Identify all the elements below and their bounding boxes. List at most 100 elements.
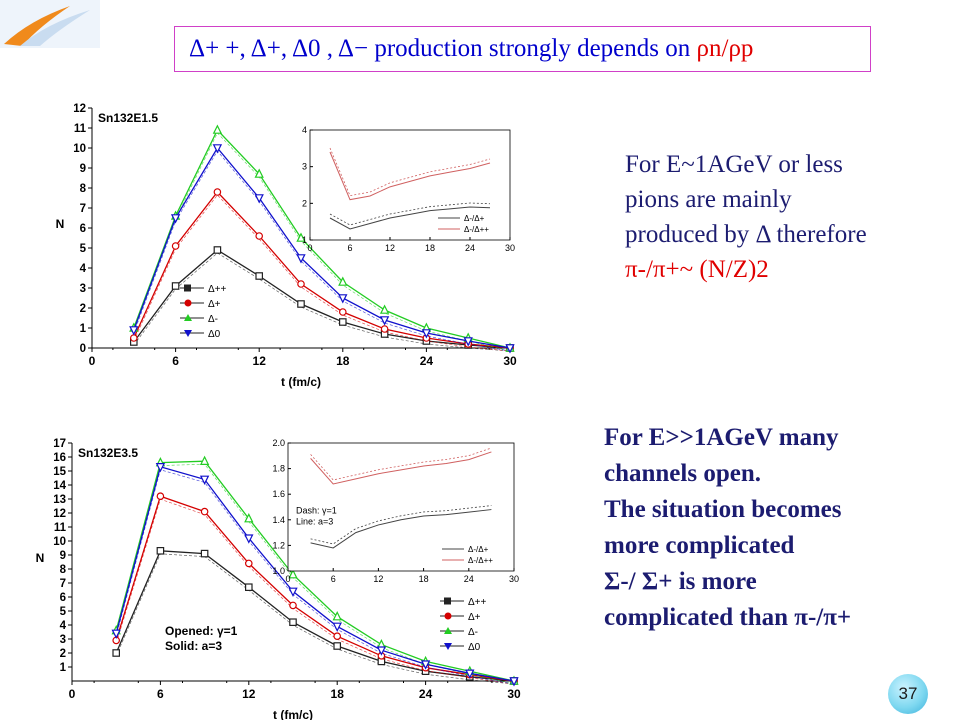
- x-tick-label: 24: [420, 354, 434, 368]
- explanation-low-energy: For E~1AGeV or less pions are mainly pro…: [625, 147, 955, 287]
- x-tick-label: 12: [242, 687, 256, 701]
- inset-annotation: Dash: γ=1: [296, 505, 337, 515]
- y-tick-label: 2: [80, 303, 86, 315]
- data-point: [289, 618, 297, 627]
- legend-marker: [184, 284, 191, 292]
- data-point: [333, 642, 342, 650]
- inset-y-tick-label: 4: [302, 125, 307, 135]
- data-point: [288, 569, 298, 579]
- panel-label: Sn132E1.5: [98, 111, 158, 125]
- inset-x-tick-label: 18: [419, 574, 429, 584]
- inset-legend-label: Δ-/Δ+: [468, 545, 489, 554]
- data-point: [170, 214, 181, 224]
- legend: Δ++ Δ+ Δ- Δ0: [180, 284, 227, 340]
- x-tick-label: 18: [331, 687, 345, 701]
- data-point: [332, 611, 342, 621]
- data-point: [213, 188, 222, 196]
- x-tick-label: 30: [503, 354, 517, 368]
- y-tick-label: 5: [80, 243, 87, 255]
- legend-marker: [184, 314, 192, 321]
- para2-line-2: channels open.: [604, 460, 761, 487]
- x-tick-label: 18: [336, 354, 350, 368]
- data-point: [199, 455, 210, 466]
- legend-label: Δ++: [208, 284, 227, 295]
- y-tick-label: 12: [53, 508, 66, 520]
- x-tick-label: 24: [419, 687, 433, 701]
- data-point: [199, 475, 210, 485]
- data-point: [156, 547, 165, 555]
- data-point: [212, 124, 223, 134]
- y-tick-label: 2: [60, 648, 66, 660]
- data-point: [509, 677, 519, 687]
- inset-frame: [309, 129, 511, 241]
- inset-x-tick-label: 12: [385, 243, 395, 253]
- y-tick-label: 12: [73, 103, 86, 115]
- data-point: [339, 318, 347, 326]
- data-point: [244, 513, 254, 523]
- data-point: [254, 194, 264, 204]
- series-line: [133, 249, 511, 349]
- y-tick-label: 0: [80, 343, 86, 355]
- inset-x-tick-label: 12: [373, 574, 383, 584]
- data-point: [380, 325, 389, 333]
- pion-ratio-formula: π-/π+~ (N/Z)2: [625, 256, 769, 283]
- data-point: [200, 549, 209, 558]
- legend-marker: [444, 627, 452, 634]
- inset-series-dash: [310, 447, 492, 481]
- title-ratio-denominator: ρp: [728, 35, 754, 62]
- data-point: [379, 316, 390, 326]
- title-ratio-numerator: ρn: [696, 35, 722, 62]
- data-point: [333, 632, 342, 641]
- data-point: [297, 300, 305, 308]
- institution-logo: [0, 0, 100, 48]
- data-point: [421, 329, 432, 339]
- data-point: [288, 587, 298, 597]
- data-point: [255, 272, 264, 280]
- inset-legend-label: Δ-/Δ+: [464, 214, 485, 223]
- y-tick-label: 6: [60, 592, 66, 604]
- para1-line-3: produced by Δ therefore: [625, 221, 867, 248]
- legend-label: Δ+: [468, 612, 481, 623]
- y-axis-label: N: [36, 551, 45, 565]
- legend-label: Δ-: [208, 314, 218, 325]
- data-point: [171, 242, 180, 250]
- panel-annotation: Solid: a=3: [165, 639, 222, 653]
- series-dash-line: [115, 498, 515, 685]
- panel-annotation: Opened: γ=1: [165, 624, 238, 638]
- x-tick-label: 30: [507, 687, 521, 701]
- y-axis-label: N: [56, 217, 65, 231]
- data-point: [111, 629, 121, 639]
- inset-x-tick-label: 30: [505, 243, 515, 253]
- inset-x-tick-label: 0: [285, 574, 290, 584]
- inset-y-tick-label: 1.8: [272, 464, 285, 474]
- inset-y-tick-label: 2: [302, 198, 307, 208]
- legend-label: Δ0: [208, 329, 221, 340]
- inset-legend-label: Δ-/Δ++: [464, 225, 489, 234]
- data-point: [155, 462, 166, 473]
- para2-line-4: more complicated: [604, 532, 795, 559]
- data-point: [245, 583, 253, 592]
- data-point: [296, 232, 306, 242]
- para2-line-3: The situation becomes: [604, 496, 842, 523]
- inset-series-dash: [329, 147, 491, 197]
- series-dash-line: [133, 252, 511, 352]
- y-tick-label: 14: [53, 480, 66, 492]
- inset-y-tick-label: 1.0: [272, 566, 285, 576]
- series-dash-line: [115, 469, 515, 685]
- data-point: [338, 276, 348, 286]
- y-tick-label: 11: [74, 123, 87, 135]
- inset-y-tick-label: 1.4: [272, 515, 285, 525]
- data-point: [463, 337, 473, 347]
- series-line: [115, 495, 515, 682]
- x-tick-label: 6: [157, 687, 164, 701]
- data-point: [296, 254, 306, 264]
- data-point: [465, 669, 475, 679]
- inset-series-dash: [310, 505, 492, 545]
- inset-x-tick-label: 6: [347, 243, 352, 253]
- y-tick-label: 13: [53, 494, 66, 506]
- legend: Δ++ Δ+ Δ- Δ0: [440, 597, 487, 653]
- inset-series-line: [329, 206, 491, 230]
